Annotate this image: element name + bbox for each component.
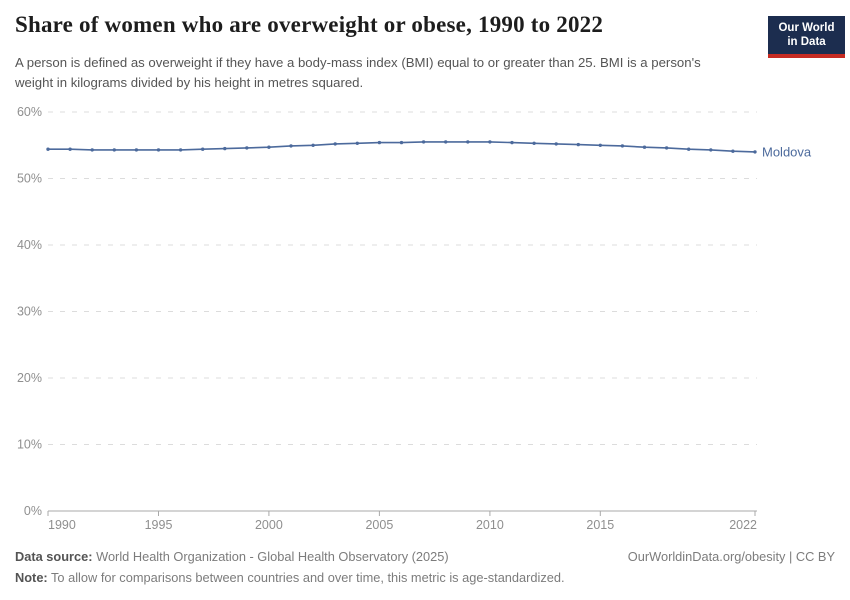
y-axis-label-20pct: 20% (17, 371, 42, 385)
data-point-2020 (709, 148, 713, 152)
y-axis-label-30pct: 30% (17, 305, 42, 319)
line-chart[interactable]: 0% 10% 20% 30% 40% 50% 60% 1990 1995 2000 2005 2010… (0, 100, 850, 545)
x-axis-label-2015: 2015 (586, 518, 614, 532)
data-point-2011 (510, 140, 514, 145)
y-axis-label-50pct: 50% (17, 172, 42, 186)
data-point-2004 (355, 141, 359, 145)
data-point-1997 (201, 147, 205, 151)
data-source-value: World Health Organization - Global Healt… (96, 549, 449, 564)
data-point-1995 (156, 148, 161, 152)
attribution-link[interactable]: OurWorldinData.org/obesity | CC BY (627, 549, 835, 564)
x-axis-label-1995: 1995 (145, 518, 173, 532)
data-point-2014 (576, 142, 580, 147)
data-point-1992 (90, 148, 94, 152)
data-source-text: Data source: World Health Organization -… (15, 549, 449, 564)
data-point-2003 (333, 142, 337, 146)
data-point-2006 (399, 140, 404, 145)
data-point-1994 (134, 148, 139, 152)
series-label-moldova[interactable]: Moldova (762, 144, 812, 159)
x-axis-label-2005: 2005 (365, 518, 393, 532)
y-axis-label-0pct: 0% (24, 504, 42, 518)
data-point-2022 (753, 150, 757, 154)
data-point-2019 (687, 147, 691, 151)
footer-note-row: Note: To allow for comparisons between c… (15, 570, 835, 585)
data-source-label: Data source: (15, 549, 93, 564)
data-point-2018 (664, 146, 669, 150)
data-point-2016 (620, 144, 625, 148)
y-axis-label-10pct: 10% (17, 438, 42, 452)
data-point-1999 (245, 146, 249, 150)
footer-sources-row: Data source: World Health Organization -… (15, 549, 835, 564)
data-point-1990 (46, 147, 50, 151)
note-value: To allow for comparisons between countri… (51, 570, 565, 585)
data-point-2012 (532, 141, 536, 145)
data-point-1993 (112, 148, 117, 152)
owid-logo-line1: Our World (778, 22, 835, 34)
data-point-2008 (444, 140, 448, 144)
x-axis-label-2000: 2000 (255, 518, 283, 532)
data-point-2021 (731, 149, 735, 153)
note-label: Note: (15, 570, 48, 585)
x-axis-label-2010: 2010 (476, 518, 504, 532)
data-point-2009 (466, 140, 470, 144)
data-point-2013 (554, 142, 558, 146)
line-chart-canvas[interactable]: 0% 10% 20% 30% 40% 50% 60% 1990 1995 2000 2005 2010… (0, 100, 850, 545)
x-axis-label-2022: 2022 (729, 518, 757, 532)
data-point-2010 (488, 140, 492, 144)
x-axis-label-1990: 1990 (48, 518, 76, 532)
data-point-2007 (421, 140, 426, 144)
owid-logo[interactable]: Our World in Data (768, 16, 845, 58)
data-point-2017 (642, 145, 647, 149)
chart-subtitle: A person is defined as overweight if the… (15, 55, 701, 90)
data-point-1996 (178, 148, 183, 152)
page-title: Share of women who are overweight or obe… (15, 12, 604, 37)
data-point-2000 (267, 145, 271, 149)
data-point-1991 (68, 147, 72, 151)
y-axis-label-40pct: 40% (17, 238, 42, 252)
data-point-2002 (311, 143, 315, 147)
data-point-2015 (598, 143, 602, 147)
owid-logo-line2: in Data (787, 36, 826, 49)
owid-logo-stripe (768, 53, 845, 58)
data-point-1998 (223, 146, 227, 151)
data-point-2005 (377, 140, 382, 145)
data-point-2001 (289, 144, 293, 148)
y-axis-label-60pct: 60% (17, 105, 42, 119)
